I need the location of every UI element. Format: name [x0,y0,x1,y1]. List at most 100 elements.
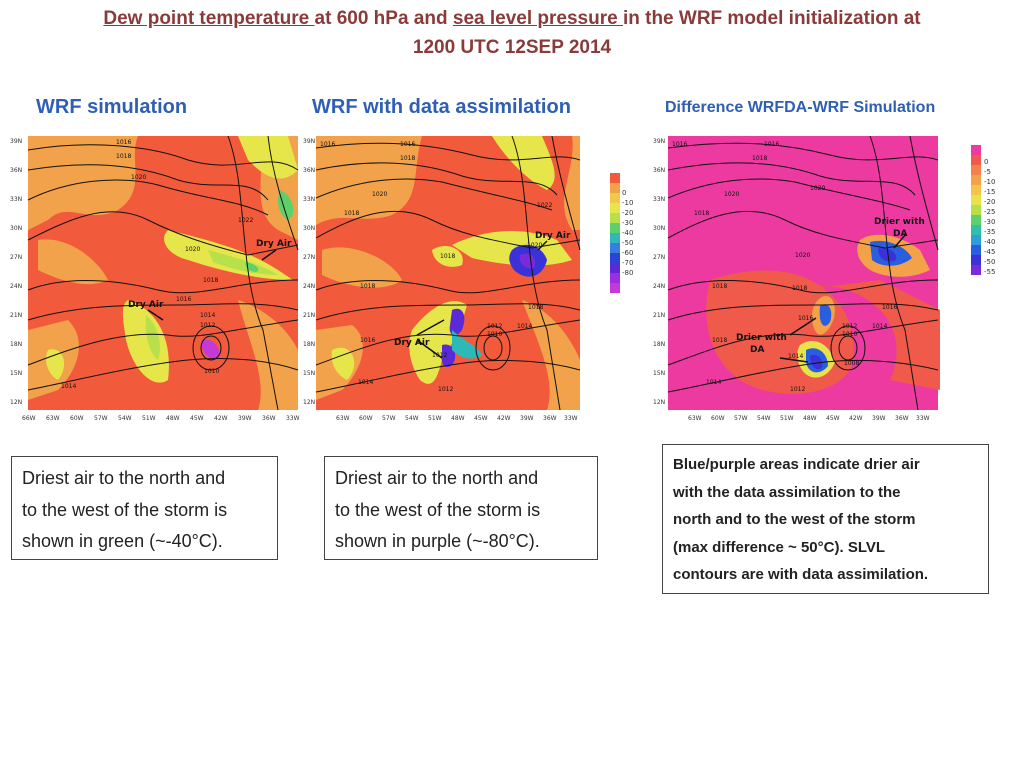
annotation-dry-air-west: Dry Air [128,300,164,310]
lon-tick-label: 39W [520,415,534,422]
caption-line: to the west of the storm is [335,499,541,520]
colorbar-label: 0 [984,158,989,166]
caption-line: with the data assimilation to the [673,483,901,501]
isobar-label: 1018 [116,153,131,160]
arrow-dry-air-west [147,309,164,321]
lat-tick-label: 36N [10,167,22,174]
isobar-label: 1016 [176,296,191,303]
colorbar-label: -30 [984,218,996,226]
lat-tick-label: 30N [653,225,665,232]
colorbar-segment [610,223,620,233]
isobar-label: 1020 [724,191,739,198]
dewpoint-colorbar-labels: 0 -10 -20 -30 -40 -50 -60 -70 -80 [622,188,633,278]
arrow-dry-air-north [537,240,548,251]
arrow-drier-west-2 [779,357,809,363]
colorbar-label: -20 [622,209,634,217]
isobar-label: 1018 [712,283,727,290]
lon-tick-label: 45W [826,415,840,422]
panel-title-wrf: WRF simulation [36,96,188,118]
lat-tick-label: 24N [653,283,665,290]
lat-tick-label: 33N [653,196,665,203]
lon-axis: 66W 63W 60W 57W 54W 51W 48W 45W 42W 39W … [22,415,300,422]
difference-colorbar-labels: 0 -5 -10 -15 -20 -25 -30 -35 -40 -45 -50… [984,157,995,277]
isobar-label: 1014 [61,383,76,390]
lat-tick-label: 39N [303,138,315,145]
isobar-label: 1018 [752,155,767,162]
isobar-label: 1016 [360,337,375,344]
title-dewpoint: Dew point temperature [103,8,315,29]
colorbar-label: -70 [622,259,634,267]
arrow-dry-air-west-1 [416,319,445,336]
annotation-dry-air-north: Dry Air [256,239,292,249]
colorbar-label: -50 [984,258,996,266]
lon-tick-label: 33W [564,415,578,422]
colorbar-label: -40 [984,238,996,246]
colorbar-label: -20 [984,198,996,206]
colorbar-label: -45 [984,248,996,256]
isobar-label: 1010 [204,368,219,375]
lon-tick-label: 48W [803,415,817,422]
isobar-label: 1012 [487,323,502,330]
isobar-label: 1016 [672,141,687,148]
isobar-label: 1018 [792,285,807,292]
arrow-dry-air-north [261,249,277,261]
lon-tick-label: 54W [405,415,419,422]
dewpoint-colorbar [610,173,620,293]
lat-tick-label: 12N [653,399,665,406]
colorbar-segment [971,155,981,165]
isobar-label: 1014 [517,323,532,330]
map-wrf-simulation: 1016 1018 1020 1022 1020 1018 1016 1014 … [8,130,300,424]
title-line-2: 1200 UTC 12SEP 2014 [412,37,612,58]
lon-tick-label: 48W [166,415,180,422]
isobar-label: 1022 [238,217,253,224]
lat-axis: 39N 36N 33N 30N 27N 24N 21N 18N 15N 12N [653,138,665,406]
caption-line: (max difference ~ 50°C). SLVL [673,538,886,556]
lon-tick-label: 51W [780,415,794,422]
lon-tick-label: 42W [849,415,863,422]
colorbar-label: -30 [622,219,634,227]
isobar-label: 1016 [116,139,131,146]
lon-axis: 63W 60W 57W 54W 51W 48W 45W 42W 39W 36W … [336,415,578,422]
lat-tick-label: 15N [10,370,22,377]
lat-tick-label: 24N [303,283,315,290]
colorbar-segment [971,175,981,185]
colorbar-segment [971,165,981,175]
isobar-label: 1016 [764,141,779,148]
colorbar-segment [971,145,981,155]
isobar-label: 1016 [882,304,897,311]
isobar-label: 1012 [790,386,805,393]
lat-tick-label: 27N [653,254,665,261]
colorbar-segment [971,265,981,275]
lat-tick-label: 15N [303,370,315,377]
isobar-label: 1018 [528,304,543,311]
colorbar-segment [971,245,981,255]
colorbar-label: -80 [622,269,634,277]
lon-tick-label: 66W [22,415,36,422]
colorbar-segment [610,193,620,203]
lon-axis: 63W 60W 57W 54W 51W 48W 45W 42W 39W 36W … [688,415,930,422]
lon-tick-label: 51W [428,415,442,422]
caption-line: contours are with data assimilation. [673,566,929,583]
isobar-label: 1020 [372,191,387,198]
colorbar-segment [971,215,981,225]
annotation-drier-north-line1: Drier with [874,217,925,227]
lat-tick-label: 30N [10,225,22,232]
colorbar-segment [610,283,620,293]
isobar-label: 1014 [706,379,721,386]
annotation-drier-west-line1: Drier with [736,333,787,343]
title-slp: sea level pressure [452,8,623,29]
lon-tick-label: 57W [94,415,108,422]
lat-tick-label: 21N [303,312,315,319]
isobar-label: 1020 [810,185,825,192]
annotation-drier-west-line2: DA [750,345,764,355]
panel-title-difference: Difference WRFDA-WRF Simulation [665,99,936,116]
colorbar-label: -10 [622,199,634,207]
isobar-label: 1016 [400,141,415,148]
lon-tick-label: 60W [70,415,84,422]
colorbar-segment [971,225,981,235]
colorbar-segment [971,195,981,205]
lat-tick-label: 39N [10,138,22,145]
colorbar-segment [971,185,981,195]
isobar-label: 1010 [487,331,502,338]
annotation-dry-air-north: Dry Air [535,231,571,241]
